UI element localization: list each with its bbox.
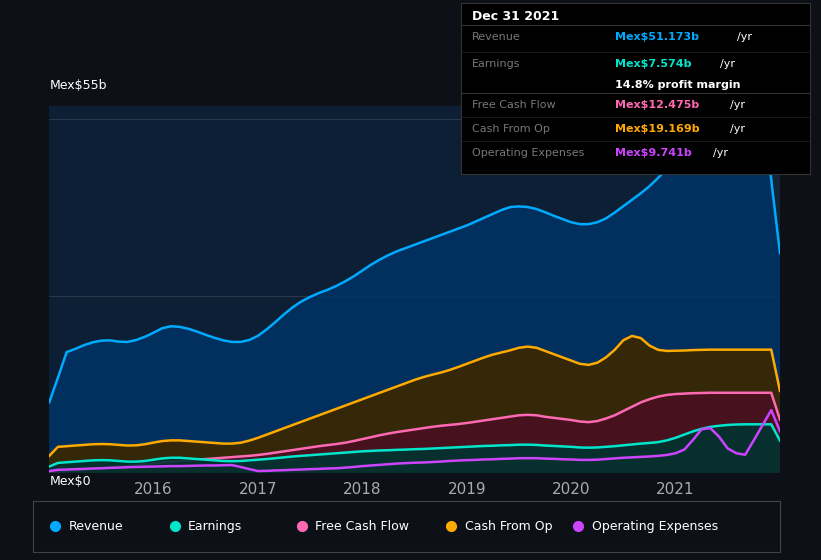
Text: /yr: /yr	[720, 59, 735, 69]
Text: Mex$7.574b: Mex$7.574b	[615, 59, 691, 69]
Text: Earnings: Earnings	[188, 520, 242, 533]
Text: Earnings: Earnings	[472, 59, 521, 69]
Text: /yr: /yr	[713, 148, 727, 158]
Text: Cash From Op: Cash From Op	[472, 124, 550, 134]
Text: Mex$0: Mex$0	[50, 475, 92, 488]
Text: /yr: /yr	[730, 100, 745, 110]
Text: Free Cash Flow: Free Cash Flow	[315, 520, 409, 533]
Text: Operating Expenses: Operating Expenses	[592, 520, 718, 533]
Text: Mex$51.173b: Mex$51.173b	[615, 32, 699, 42]
Text: Revenue: Revenue	[69, 520, 123, 533]
Text: Mex$12.475b: Mex$12.475b	[615, 100, 699, 110]
Text: Dec 31 2021: Dec 31 2021	[472, 10, 559, 22]
Bar	[676, 106, 780, 473]
Text: Mex$55b: Mex$55b	[50, 79, 108, 92]
Text: Mex$19.169b: Mex$19.169b	[615, 124, 699, 134]
Text: Mex$9.741b: Mex$9.741b	[615, 148, 691, 158]
Text: Revenue: Revenue	[472, 32, 521, 42]
Text: 14.8% profit margin: 14.8% profit margin	[615, 80, 741, 90]
Text: Operating Expenses: Operating Expenses	[472, 148, 585, 158]
Text: /yr: /yr	[730, 124, 745, 134]
Text: /yr: /yr	[737, 32, 752, 42]
Text: Free Cash Flow: Free Cash Flow	[472, 100, 556, 110]
Text: Cash From Op: Cash From Op	[465, 520, 553, 533]
